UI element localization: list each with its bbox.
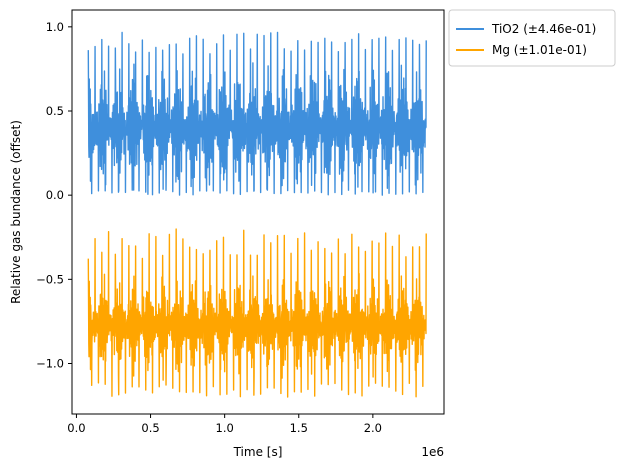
legend-label-mg: Mg (±1.01e-01): [492, 43, 587, 57]
legend-label-tio2: TiO2 (±4.46e-01): [491, 22, 596, 36]
legend-box: [448, 9, 616, 67]
x-tick-label-4: 2.0: [364, 421, 382, 435]
plot-area-frame: [71, 9, 445, 415]
y-tick-label-1: 0.5: [46, 104, 64, 118]
x-tick-label-3: 1.5: [290, 421, 308, 435]
y-axis: 1.0 0.5 0.0 −0.5 −1.0: [36, 20, 72, 371]
y-tick-label-4: −1.0: [36, 357, 64, 371]
x-tick-label-2: 1.0: [216, 421, 234, 435]
legend: TiO2 (±4.46e-01) Mg (±1.01e-01): [448, 9, 616, 67]
y-tick-label-0: 1.0: [46, 20, 64, 34]
series-line-1: [87, 228, 427, 398]
x-axis-offset-label: 1e6: [421, 445, 444, 459]
x-tick-label-0: 0.0: [67, 421, 85, 435]
x-tick-label-1: 0.5: [141, 421, 159, 435]
y-tick-label-2: 0.0: [46, 188, 64, 202]
y-axis-label: Relative gas bundance (offset): [9, 120, 23, 304]
x-axis: 0.0 0.5 1.0 1.5 2.0: [67, 414, 382, 435]
x-axis-label: Time [s]: [233, 445, 283, 459]
y-tick-label-3: −0.5: [36, 272, 64, 286]
series-line-0: [87, 31, 427, 196]
series-layer: [87, 31, 427, 398]
